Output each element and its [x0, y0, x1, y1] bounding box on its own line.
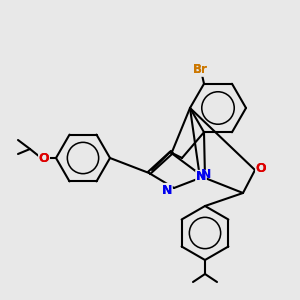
Text: Br: Br [193, 63, 207, 76]
Text: N: N [201, 169, 211, 182]
Text: N: N [196, 170, 206, 184]
Text: O: O [39, 152, 49, 164]
Text: Br: Br [193, 63, 207, 76]
Text: O: O [39, 152, 49, 164]
Text: O: O [256, 163, 266, 176]
Text: N: N [162, 184, 172, 196]
Text: N: N [196, 170, 206, 184]
Text: O: O [39, 152, 49, 164]
Text: N: N [162, 184, 172, 196]
Text: O: O [256, 163, 266, 176]
Text: N: N [162, 184, 172, 196]
Text: N: N [196, 170, 206, 184]
Text: O: O [256, 163, 266, 176]
Text: Br: Br [193, 63, 207, 76]
